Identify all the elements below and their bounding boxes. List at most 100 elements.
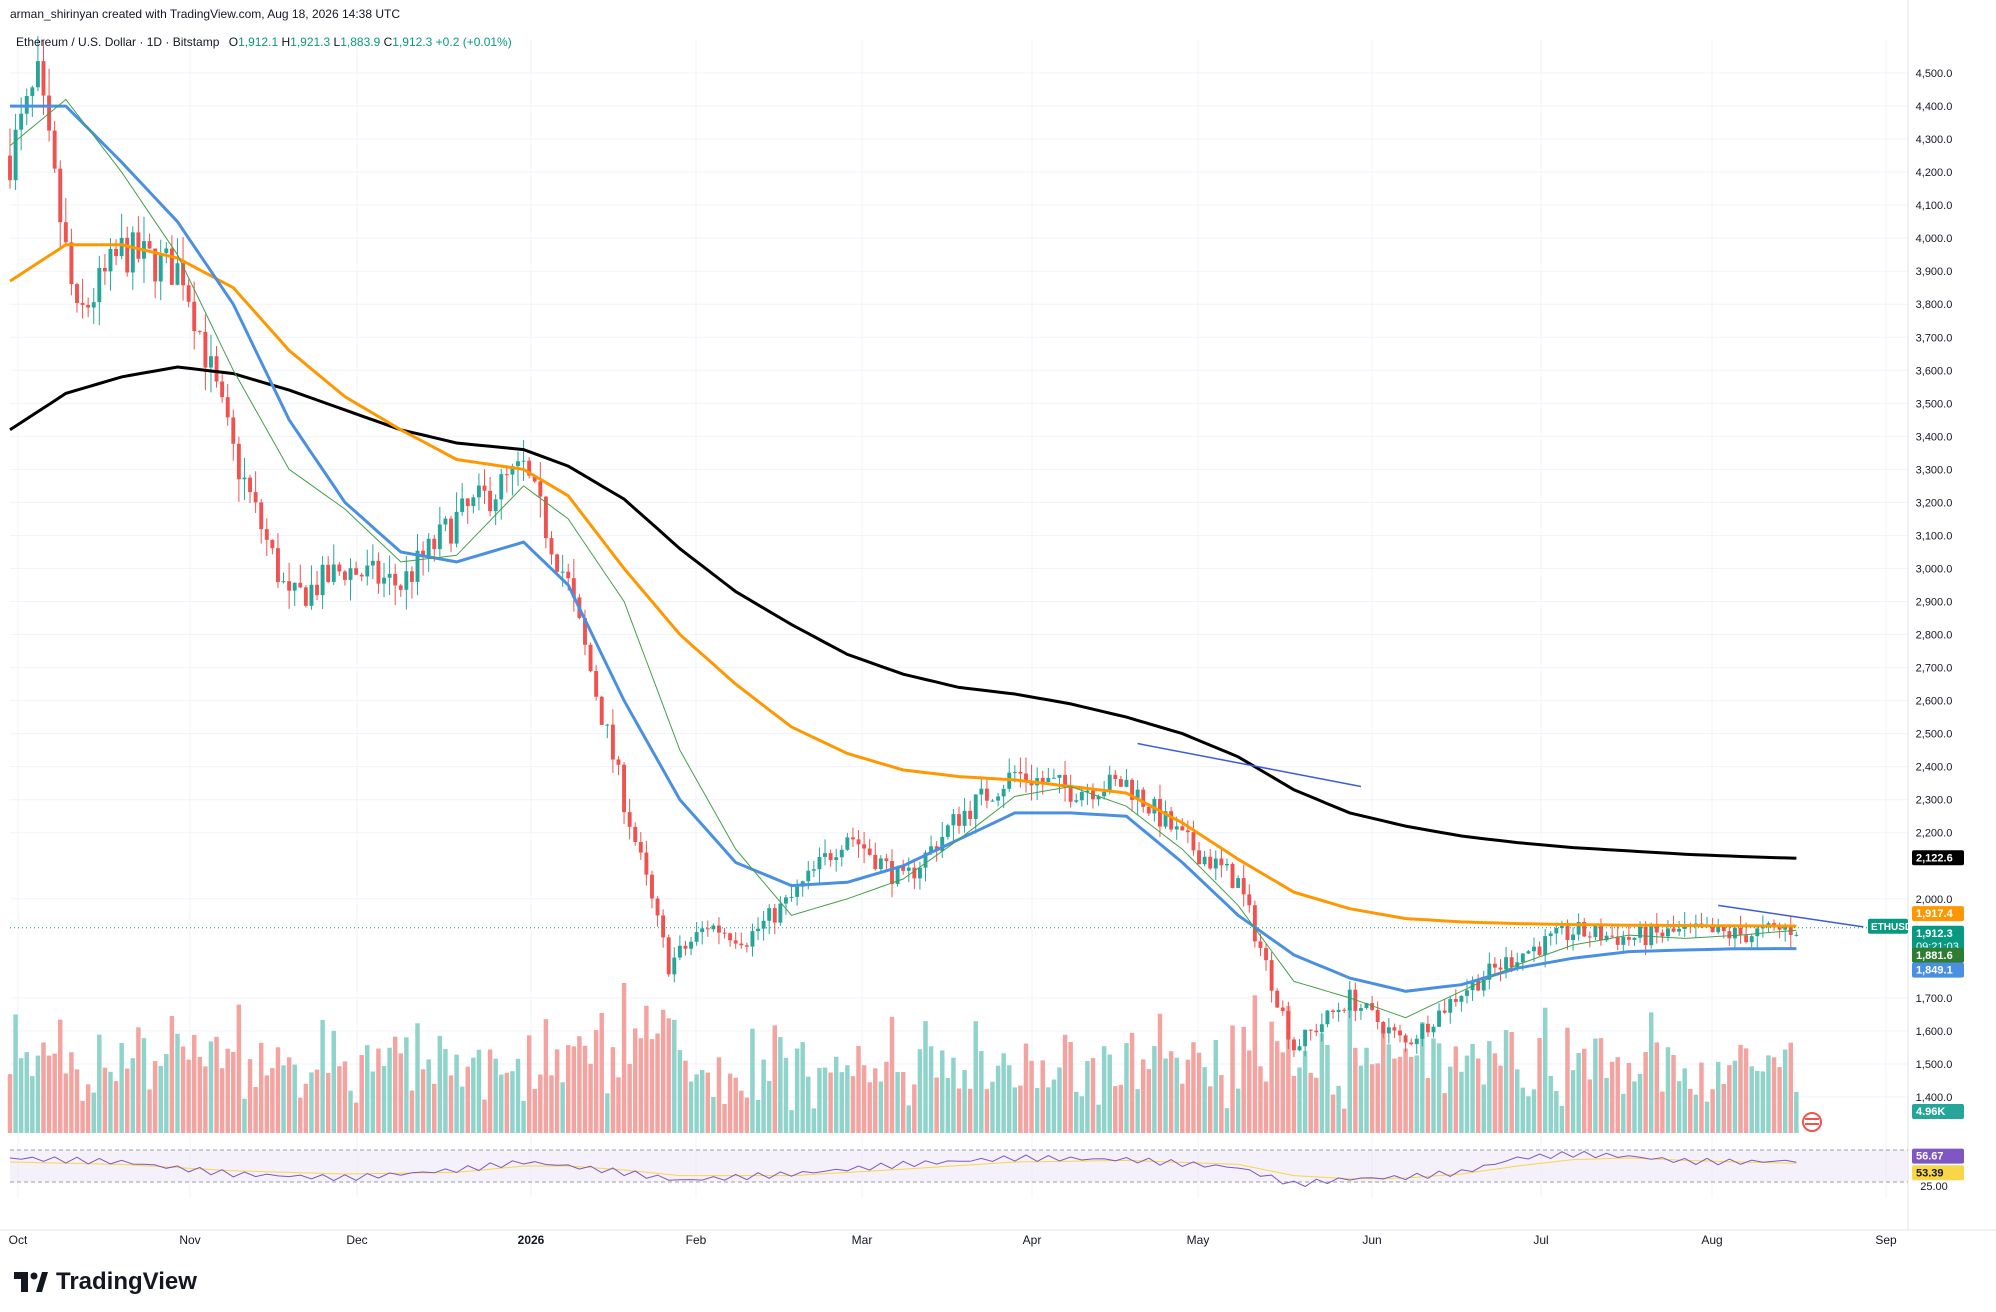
trendline-apr-may <box>1137 742 1362 788</box>
volume-bar <box>1598 1038 1604 1133</box>
volume-bar <box>1548 1075 1553 1133</box>
volume-bar <box>1788 1042 1794 1133</box>
candle-body <box>1370 1003 1375 1010</box>
candle-body <box>1481 979 1486 991</box>
candle-body <box>616 759 621 765</box>
y-tick-label: 3,700.0 <box>1916 332 1953 344</box>
candle-body <box>890 861 894 885</box>
candle-body <box>689 941 694 949</box>
candle-body <box>1236 878 1241 888</box>
candle-body <box>1197 850 1201 865</box>
volume-bar <box>1688 1088 1693 1133</box>
volume-bar <box>1693 1094 1699 1133</box>
candle-body <box>1532 946 1536 952</box>
symbol-title[interactable]: Ethereum / U.S. Dollar · 1D · Bitstamp <box>16 35 220 49</box>
volume-bar <box>945 1078 951 1133</box>
candle-body <box>298 582 303 588</box>
candles <box>8 36 1799 1058</box>
volume-bar <box>677 1050 683 1133</box>
candle-body <box>376 560 381 584</box>
volume-bar <box>52 1053 57 1133</box>
ohlc-close: C1,912.3 <box>383 35 433 49</box>
price-label-value: 4.96K <box>1916 1106 1945 1118</box>
candle-body <box>655 898 660 916</box>
candle-body <box>733 940 738 944</box>
volume-bar <box>1464 1055 1470 1133</box>
candle-body <box>1766 923 1771 926</box>
volume-bar <box>1492 1053 1498 1133</box>
candle-body <box>186 285 191 302</box>
volume-bar <box>1459 1071 1464 1133</box>
candle-body <box>52 130 57 169</box>
line-rsi-ma <box>9 1157 1797 1180</box>
volume-bar <box>1637 1073 1643 1133</box>
candle-body <box>638 842 643 853</box>
chart-grid <box>0 0 1996 1231</box>
candle-body <box>1051 777 1056 779</box>
volume-bar <box>1090 1058 1096 1133</box>
candle-body <box>1169 811 1174 830</box>
volume-bar <box>1129 1032 1135 1133</box>
candle-body <box>979 788 984 795</box>
volume-bar <box>1057 1067 1062 1133</box>
candle-body <box>1291 1039 1296 1051</box>
volume-bar <box>1609 1061 1615 1133</box>
volume-bars <box>7 983 1799 1133</box>
volume-bar <box>1554 1090 1559 1133</box>
volume-bar <box>1146 1069 1152 1133</box>
candle-body <box>365 565 370 577</box>
volume-bar <box>35 1055 41 1133</box>
candle-body <box>1135 789 1140 800</box>
candle-body <box>1325 1010 1330 1025</box>
candle-body <box>1727 931 1732 939</box>
volume-bar <box>582 1045 588 1133</box>
candle-body <box>1626 936 1631 940</box>
candle-body <box>197 331 202 333</box>
candle-body <box>1057 774 1062 778</box>
volume-bar <box>839 1072 845 1133</box>
candle-body <box>337 564 342 572</box>
volume-bar <box>1760 1071 1766 1133</box>
candle-body <box>175 263 180 285</box>
candle-body <box>1543 936 1548 956</box>
candle-body <box>1671 928 1676 932</box>
volume-bar <box>219 1068 225 1133</box>
volume-bar <box>521 1100 526 1133</box>
candle-body <box>1437 1010 1442 1027</box>
candle-body <box>783 897 788 904</box>
tradingview-logo[interactable]: TradingView <box>14 1268 197 1296</box>
candle-body <box>722 932 727 934</box>
volume-bar <box>448 1075 454 1133</box>
time-axis[interactable]: Oct Nov Dec 2026 Feb Mar Apr May Jun Jul Aug Sep <box>9 1233 1897 1247</box>
candle-body <box>86 304 91 308</box>
volume-bar <box>214 1036 219 1133</box>
volume-bar <box>415 1023 420 1133</box>
volume-bar <box>1648 1012 1654 1133</box>
candle-body <box>1476 980 1481 991</box>
candle-body <box>169 248 174 285</box>
volume-bar <box>231 1051 236 1133</box>
candle-body <box>1068 786 1073 802</box>
volume-bar <box>1023 1043 1029 1133</box>
candle-body <box>661 915 666 938</box>
volume-bar <box>1001 1053 1006 1133</box>
candle-body <box>1604 935 1609 941</box>
volume-bar <box>683 1060 688 1133</box>
volume-bar <box>1699 1062 1704 1133</box>
candle-body <box>231 417 236 444</box>
price-axis[interactable]: 4,500.0 4,400.0 4,300.0 4,200.0 4,100.0 4,000… <box>1916 68 1953 1193</box>
volume-bar <box>727 1073 733 1133</box>
price-change: +0.2 (+0.01%) <box>435 35 512 49</box>
candle-body <box>13 129 18 181</box>
candle-body <box>181 263 186 286</box>
candle-body <box>1146 806 1151 814</box>
volume-bar <box>1168 1051 1174 1133</box>
candle-body <box>236 443 241 480</box>
rsi-tick-label: 25.00 <box>1920 1181 1948 1193</box>
candle-body <box>393 573 398 586</box>
volume-bar <box>203 1066 208 1133</box>
volume-bar <box>1330 1094 1336 1133</box>
volume-bar <box>778 1037 783 1133</box>
price-label-bg <box>1912 1104 1964 1119</box>
